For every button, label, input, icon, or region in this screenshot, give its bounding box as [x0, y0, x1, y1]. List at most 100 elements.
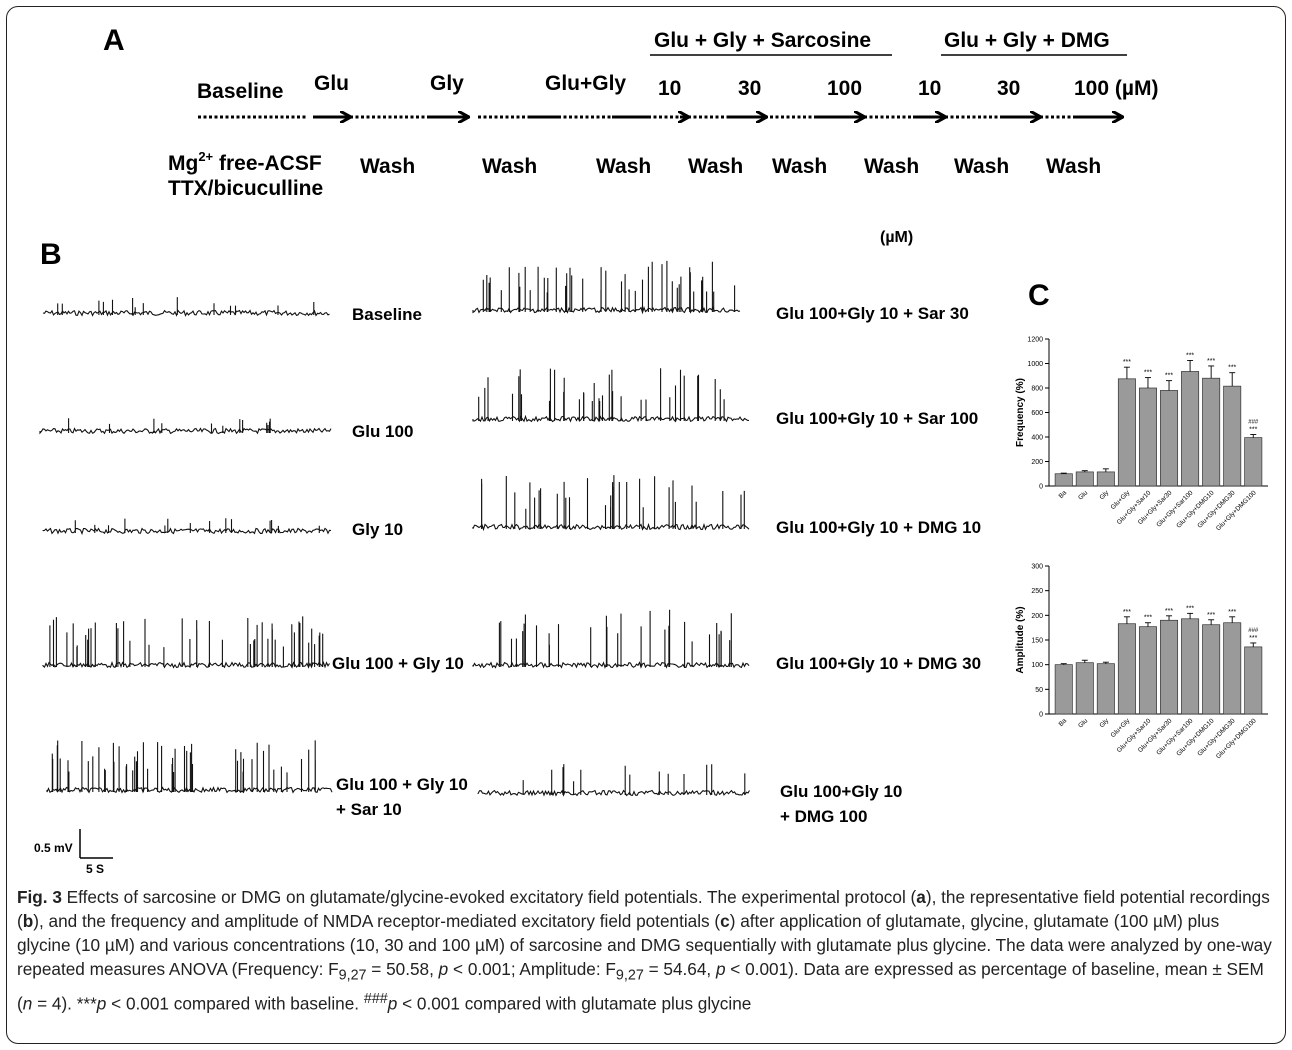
x-tick-label: Glu+Gly+DMG10	[1175, 489, 1215, 529]
bar	[1223, 385, 1242, 487]
bar	[1138, 626, 1157, 715]
trace-label-glu-gly: Glu 100 + Gly 10	[332, 654, 464, 673]
trace-dmg30	[472, 609, 750, 669]
bar	[1117, 378, 1136, 487]
bar	[1181, 371, 1200, 487]
x-tick-label: Glu+Gly+DMG30	[1196, 489, 1236, 529]
trace-label-sar10-line2: + Sar 10	[336, 800, 402, 819]
x-tick-label: Gly	[1098, 717, 1110, 729]
wash-label-7: Wash	[954, 155, 1009, 178]
protocol-label-glu-gly: Glu+Gly	[545, 72, 626, 95]
caption-p-4: p	[387, 994, 398, 1015]
figure-border	[6, 6, 1286, 1044]
y-tick-label: 150	[1031, 638, 1043, 645]
x-tick-label: Glu+Gly+DMG100	[1215, 717, 1258, 760]
figure-canvas: A Glu + Gly + Sarcosine Glu + Gly + DMG …	[34, 24, 1268, 876]
bar	[1160, 619, 1179, 715]
significance-mark: ***	[1165, 373, 1173, 380]
significance-mark: ***	[1186, 352, 1194, 359]
bar	[1223, 622, 1242, 715]
trace-label-gly10: Gly 10	[352, 520, 403, 539]
wash-label-4: Wash	[688, 155, 743, 178]
caption-ref-b: b	[22, 911, 34, 931]
trace-label-dmg100-line1: Glu 100+Gly 10	[780, 782, 902, 801]
caption-text-6: < 0.001; Amplitude: F	[448, 959, 616, 979]
bar	[1075, 471, 1094, 487]
amplitude-chart: 0 50 100 150 200 250 300 Amplitude (%) Ba Glu Gly *…	[1015, 564, 1268, 760]
sarcosine-header: Glu + Gly + Sarcosine	[654, 29, 871, 52]
significance-mark: ***	[1123, 609, 1131, 616]
bar	[1138, 387, 1157, 487]
trace-label-sar30: Glu 100+Gly 10 + Sar 30	[776, 304, 969, 323]
caption-text-4: ) after application of glutamate, glycin…	[17, 911, 1272, 979]
protocol-label-baseline: Baseline	[197, 80, 283, 103]
acsf-label: free-ACSF	[213, 152, 322, 175]
protocol-label-sar100: 100	[827, 77, 862, 100]
bar	[1244, 437, 1263, 487]
caption-text-8: < 0.001). Data are expressed as percenta…	[17, 959, 1264, 1015]
bar	[1075, 662, 1094, 715]
protocol-label-glu: Glu	[314, 72, 349, 95]
significance-mark: ***	[1249, 635, 1257, 642]
wash-label-5: Wash	[772, 155, 827, 178]
mg-label: Mg	[168, 152, 198, 175]
y-tick-label: 200	[1031, 613, 1043, 620]
figure-caption: Fig. 3 Effects of sarcosine or DMG on gl…	[17, 885, 1272, 1016]
y-tick-label: 1200	[1027, 337, 1043, 344]
bar	[1202, 624, 1221, 715]
mg-free-acsf-label: Mg2+ free-ACSF	[168, 149, 322, 175]
hash-mark: ###	[1248, 628, 1259, 634]
bar	[1244, 646, 1263, 715]
significance-mark: ***	[1144, 615, 1152, 622]
caption-n: n	[22, 994, 33, 1015]
panel-a-letter: A	[103, 24, 125, 57]
caption-p-3: p	[96, 994, 107, 1015]
caption-ref-a: a	[916, 887, 926, 907]
protocol-label-gly: Gly	[430, 72, 464, 95]
trace-label-sar10-line1: Glu 100 + Gly 10	[336, 775, 468, 794]
y-tick-label: 400	[1031, 435, 1043, 442]
trace-sar10	[46, 740, 333, 794]
protocol-label-dmg10: 10	[918, 77, 941, 100]
x-tick-label: Glu	[1077, 489, 1089, 501]
caption-text-1: Effects of sarcosine or DMG on glutamate…	[61, 887, 917, 907]
y-tick-label: 300	[1031, 564, 1043, 571]
x-tick-label: Glu+Gly+DMG100	[1215, 489, 1258, 532]
significance-mark: ***	[1228, 365, 1236, 372]
caption-text-9: = 4). ***	[32, 994, 97, 1015]
field-potential-traces	[39, 260, 750, 797]
caption-hash: ###	[363, 991, 388, 1008]
trace-label-sar100: Glu 100+Gly 10 + Sar 100	[776, 409, 978, 428]
mg-superscript: 2+	[198, 149, 213, 164]
caption-p-2: p	[715, 959, 726, 979]
wash-label-8: Wash	[1046, 155, 1101, 178]
trace-sar100	[472, 368, 750, 423]
y-tick-label: 200	[1031, 459, 1043, 466]
scalebar-voltage-label: 0.5 mV	[34, 841, 73, 855]
frequency-chart: 0 200 400 600 800 1000 1200 Frequency (%) Ba Glu G…	[1015, 337, 1268, 532]
y-tick-label: 1000	[1027, 361, 1043, 368]
x-tick-label: Ba	[1058, 489, 1069, 500]
significance-mark: ***	[1207, 612, 1215, 619]
trace-label-glu100: Glu 100	[352, 422, 413, 441]
caption-sub-1: 9,27	[338, 967, 367, 984]
y-tick-label: 600	[1031, 410, 1043, 417]
bar	[1181, 618, 1200, 715]
trace-baseline	[42, 297, 330, 317]
trace-label-dmg100-line2: + DMG 100	[780, 807, 867, 826]
caption-text-3: ), and the frequency and amplitude of NM…	[33, 911, 721, 931]
panel-a: A Glu + Gly + Sarcosine Glu + Gly + DMG …	[103, 24, 1158, 200]
protocol-label-sar10: 10	[658, 77, 681, 100]
wash-label-2: Wash	[482, 155, 537, 178]
bar	[1054, 664, 1073, 715]
significance-mark: ***	[1165, 608, 1173, 615]
y-tick-label: 800	[1031, 386, 1043, 393]
y-tick-label: 0	[1039, 484, 1043, 491]
trace-dmg10	[472, 475, 750, 532]
protocol-label-dmg30: 30	[997, 77, 1020, 100]
caption-p-1: p	[438, 959, 449, 979]
x-tick-label: Glu+Gly+DMG10	[1175, 717, 1215, 757]
trace-dmg100	[477, 764, 750, 797]
y-tick-label: 250	[1031, 588, 1043, 595]
caption-text-5: = 50.58,	[366, 959, 439, 979]
